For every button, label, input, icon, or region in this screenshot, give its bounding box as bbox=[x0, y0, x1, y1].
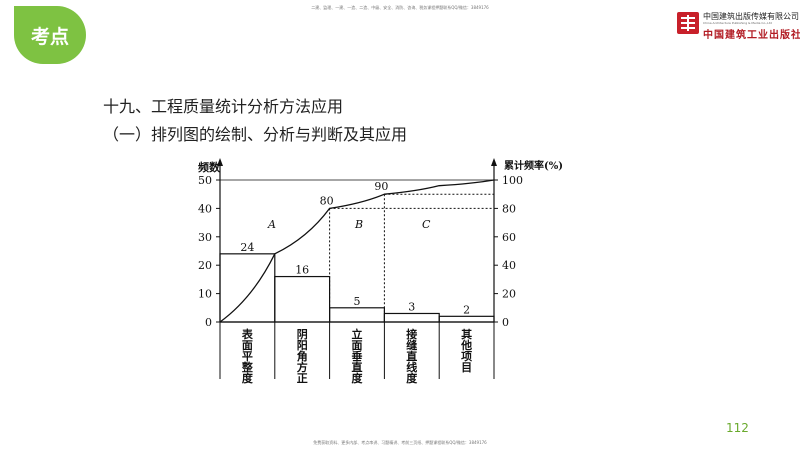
category-label-char: 面 bbox=[242, 339, 253, 352]
zone-label-b: B bbox=[354, 218, 363, 231]
right-axis-title: 累计频率(%) bbox=[504, 159, 563, 172]
right-tick-label: 40 bbox=[502, 259, 516, 272]
bar-value-label: 2 bbox=[463, 303, 470, 316]
left-tick-label: 30 bbox=[198, 231, 212, 244]
category-label-char: 他 bbox=[460, 338, 472, 352]
category-label-char: 方 bbox=[297, 360, 308, 374]
left-tick-label: 50 bbox=[198, 174, 212, 187]
left-axis-title: 频数 bbox=[198, 160, 221, 174]
zone-label-a: A bbox=[267, 218, 276, 231]
category-label-char: 直 bbox=[352, 360, 363, 374]
category-label-char: 度 bbox=[406, 371, 418, 385]
bar-value-label: 5 bbox=[354, 295, 361, 308]
bar bbox=[329, 307, 386, 323]
cumulative-frequency-curve bbox=[219, 179, 495, 323]
right-tick-label: 60 bbox=[502, 231, 516, 244]
category-label-char: 目 bbox=[461, 361, 472, 374]
top-notice-text: 二建、监理、一建、一造、二造、中级、安全、消防、咨询、税务课程押题联系QQ/微信… bbox=[311, 5, 489, 10]
category-label-char: 接 bbox=[406, 327, 417, 341]
category-label-char: 立 bbox=[352, 327, 363, 341]
publisher-name-stylized: 中国建筑工业出版社 bbox=[703, 30, 800, 41]
publisher-name: 中国建筑出版传媒有限公司 bbox=[703, 12, 799, 21]
section-title: 十九、工程质量统计分析方法应用 bbox=[103, 97, 344, 116]
category-label-char: 阳 bbox=[297, 338, 308, 352]
right-tick-label: 100 bbox=[502, 174, 523, 187]
left-tick-label: 40 bbox=[198, 202, 212, 215]
category-label-char: 表 bbox=[241, 327, 254, 341]
category-label-char: 度 bbox=[242, 371, 254, 385]
bar bbox=[274, 275, 331, 323]
bar-value-label: 24 bbox=[240, 241, 254, 254]
category-label-char: 其 bbox=[461, 327, 472, 341]
publisher-emblem-icon bbox=[677, 12, 699, 34]
bar bbox=[219, 253, 276, 323]
bar-value-label: 16 bbox=[295, 264, 309, 277]
left-tick-label: 20 bbox=[198, 259, 212, 272]
topic-badge: 考点 bbox=[14, 6, 86, 64]
category-label-char: 阴 bbox=[297, 327, 308, 341]
category-label-char: 项 bbox=[461, 350, 472, 363]
category-label-char: 垂 bbox=[352, 349, 363, 363]
left-tick-label: 0 bbox=[205, 316, 212, 329]
bar-value-label: 3 bbox=[408, 300, 415, 313]
bar bbox=[438, 315, 495, 323]
right-tick-label: 80 bbox=[502, 202, 516, 215]
cumulative-point-label: 80 bbox=[320, 194, 334, 207]
category-label-char: 整 bbox=[241, 360, 253, 374]
category-label-char: 线 bbox=[406, 360, 417, 374]
right-axis-arrow-icon bbox=[491, 158, 497, 166]
zone-label-c: C bbox=[422, 218, 431, 231]
publisher-logo-block: 中国建筑出版传媒有限公司 China Architecture Publishi… bbox=[676, 10, 800, 41]
category-label-char: 度 bbox=[352, 371, 364, 385]
right-tick-label: 20 bbox=[502, 288, 516, 301]
bottom-notice-text: 免费获取资料、更多内部、考点串讲、习题精讲、考前三页纸、押题课程联系QQ/微信：… bbox=[313, 440, 487, 445]
section-subtitle: （一）排列图的绘制、分析与判断及其应用 bbox=[103, 125, 408, 144]
bar bbox=[383, 312, 440, 323]
category-label-char: 直 bbox=[406, 349, 417, 363]
category-label-char: 平 bbox=[242, 350, 253, 363]
right-tick-label: 0 bbox=[502, 316, 509, 329]
page-number: 112 bbox=[726, 421, 749, 435]
category-label-char: 面 bbox=[352, 339, 363, 352]
left-tick-label: 10 bbox=[198, 288, 212, 301]
publisher-name-en: China Architecture Publishing & Media Co… bbox=[703, 21, 772, 25]
left-axis-arrow-icon bbox=[217, 158, 223, 166]
cumulative-point-label: 90 bbox=[374, 180, 388, 193]
category-label-char: 正 bbox=[297, 372, 308, 385]
category-label-char: 缝 bbox=[406, 338, 417, 352]
category-label-char: 角 bbox=[297, 349, 308, 363]
